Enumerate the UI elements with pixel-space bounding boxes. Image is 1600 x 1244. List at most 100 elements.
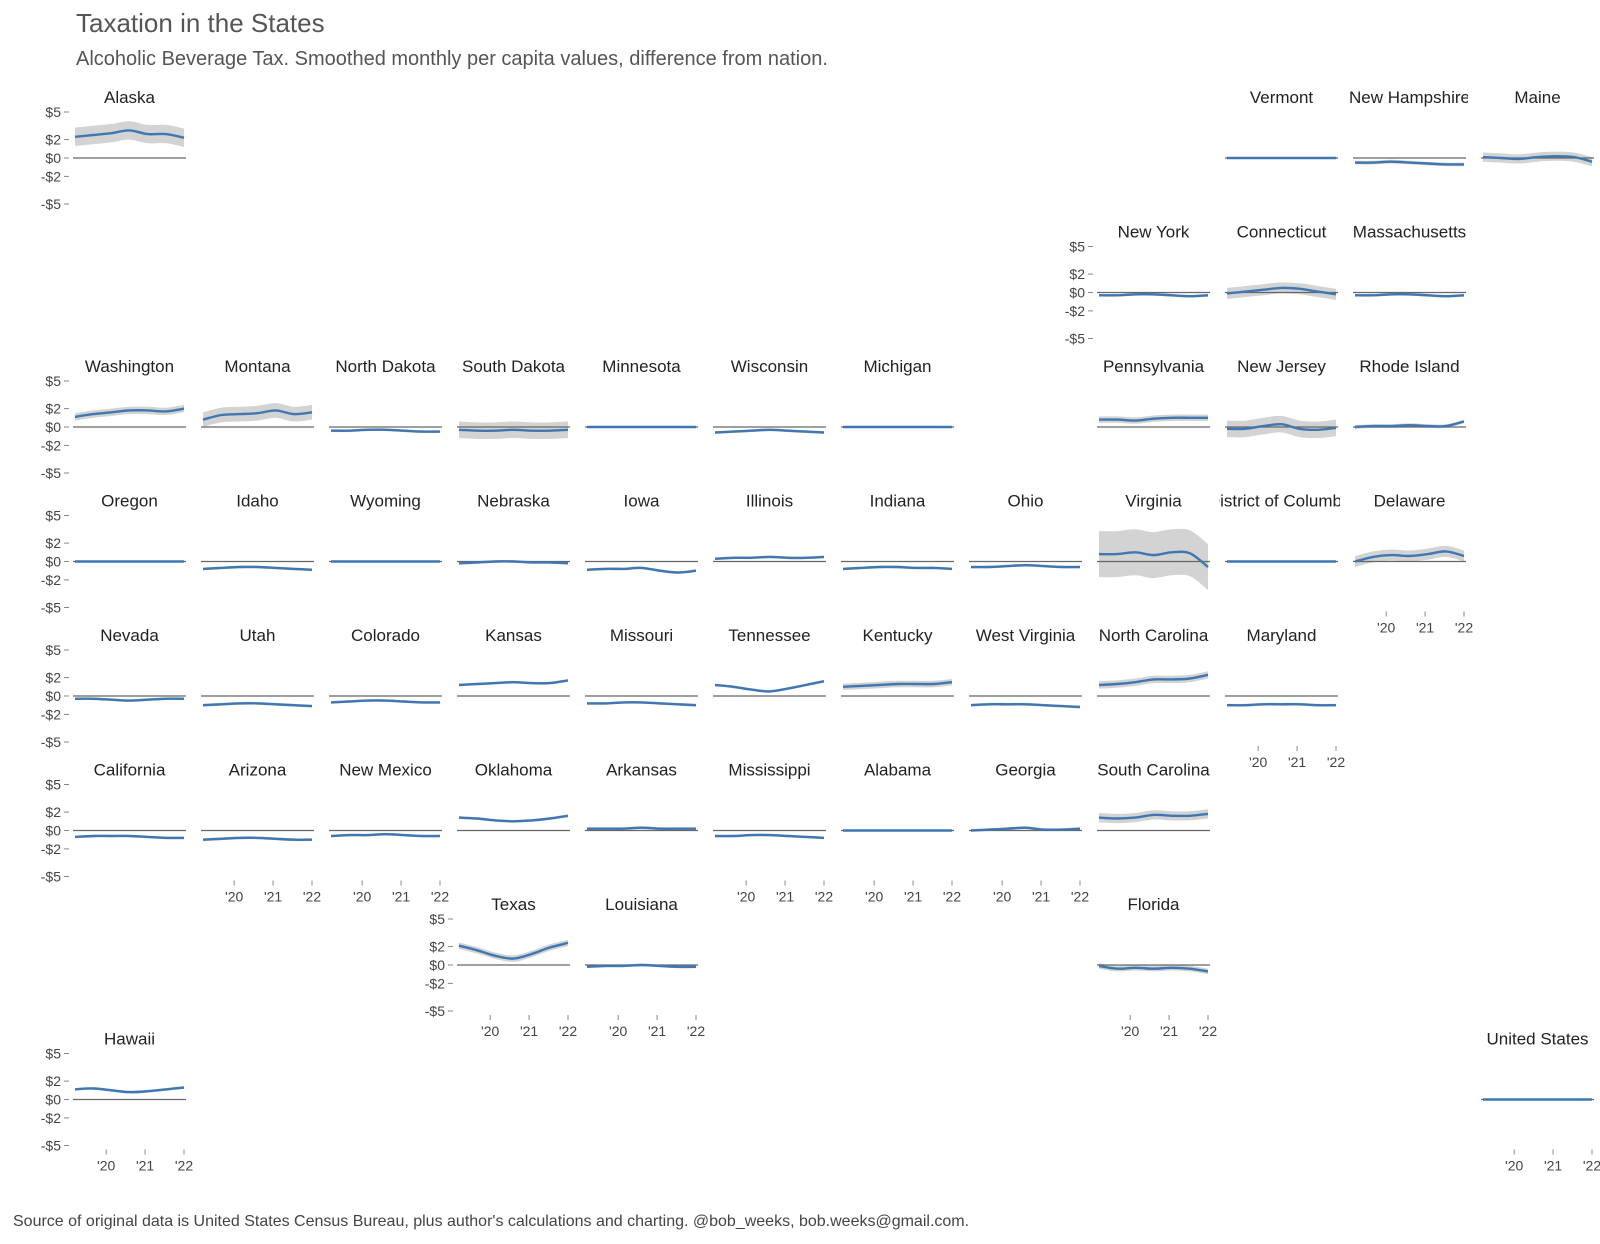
x-tick-label: '21 xyxy=(392,889,410,905)
series-line xyxy=(1226,422,1337,432)
panel-title: New Hampshire xyxy=(1349,88,1470,107)
confidence-band xyxy=(715,428,824,434)
y-tick-label: -$2 xyxy=(41,437,61,453)
y-tick-label: $0 xyxy=(45,823,61,839)
series-line xyxy=(202,409,313,421)
panel-title: District of Columbia xyxy=(1208,492,1356,511)
panel-title: Alabama xyxy=(864,761,932,780)
panel-title: Pennsylvania xyxy=(1103,357,1205,376)
y-tick-label: $0 xyxy=(45,1092,61,1108)
panel-title: Washington xyxy=(85,357,174,376)
panel-title: Georgia xyxy=(995,761,1056,780)
y-tick-label: $2 xyxy=(45,132,61,148)
x-tick-label: '22 xyxy=(175,1158,193,1174)
x-tick-label: '21 xyxy=(1416,620,1434,636)
panel-title: Alaska xyxy=(104,88,156,107)
x-tick-label: '20 xyxy=(1121,1023,1139,1039)
series-line xyxy=(1098,964,1209,973)
y-tick-label: $2 xyxy=(45,804,61,820)
panel-title: Nebraska xyxy=(477,492,550,511)
y-tick-label: $5 xyxy=(45,104,61,120)
series-line xyxy=(1226,703,1337,707)
panel-wyoming: Wyoming xyxy=(329,492,442,563)
panel-title: New Mexico xyxy=(339,761,432,780)
panel-title: South Dakota xyxy=(462,357,566,376)
panel-delaware: Delaware '20 '21 '22 xyxy=(1353,492,1473,636)
confidence-band xyxy=(1099,809,1208,824)
panel-montana: Montana xyxy=(201,357,314,428)
series-line xyxy=(202,836,313,841)
panel-title: Montana xyxy=(224,357,291,376)
y-tick-label: -$2 xyxy=(425,975,445,991)
panel-title: Florida xyxy=(1128,895,1181,914)
series-line xyxy=(1098,673,1209,687)
panel-title: Illinois xyxy=(746,492,793,511)
panel-south-carolina: South Carolina xyxy=(1097,761,1210,832)
panel-illinois: Illinois xyxy=(713,492,826,563)
series-line xyxy=(1482,154,1593,163)
x-tick-label: '21 xyxy=(1288,754,1306,770)
x-tick-label: '21 xyxy=(520,1023,538,1039)
series-line xyxy=(1226,286,1337,296)
panel-title: Virginia xyxy=(1125,492,1182,511)
y-tick-label: -$5 xyxy=(41,1138,61,1154)
y-tick-label: $2 xyxy=(45,670,61,686)
x-tick-label: '20 xyxy=(609,1023,627,1039)
panel-georgia: Georgia '20 '21 '22 xyxy=(969,761,1089,905)
x-tick-label: '22 xyxy=(303,889,321,905)
series-line xyxy=(74,407,185,419)
panel-louisiana: Louisiana '20 '21 '22 xyxy=(585,895,705,1039)
panel-washington: Washington $5 $2 $0 -$2 -$5 xyxy=(41,357,186,481)
panel-title: Colorado xyxy=(351,626,420,645)
series-line xyxy=(1354,550,1465,563)
panel-title: Tennessee xyxy=(728,626,810,645)
x-tick-label: '22 xyxy=(815,889,833,905)
y-tick-label: $2 xyxy=(45,401,61,417)
panel-alabama: Alabama '20 '21 '22 xyxy=(841,761,961,905)
x-tick-label: '20 xyxy=(97,1158,115,1174)
panel-title: Massachusetts xyxy=(1353,223,1466,242)
y-tick-label: $0 xyxy=(1069,285,1085,301)
x-tick-label: '22 xyxy=(1199,1023,1217,1039)
panel-title: South Carolina xyxy=(1097,761,1210,780)
y-tick-label: -$2 xyxy=(41,1110,61,1126)
chart-subtitle: Alcoholic Beverage Tax. Smoothed monthly… xyxy=(76,48,828,70)
panel-title: Delaware xyxy=(1374,492,1446,511)
y-tick-label: -$5 xyxy=(1065,331,1085,347)
x-tick-label: '21 xyxy=(1032,889,1050,905)
y-tick-label: -$5 xyxy=(41,196,61,212)
panel-oklahoma: Oklahoma xyxy=(457,761,570,832)
panel-new-jersey: New Jersey xyxy=(1225,357,1338,439)
panel-title: New York xyxy=(1118,223,1190,242)
panel-oregon: Oregon $5 $2 $0 -$2 -$5 xyxy=(41,492,186,616)
series-line xyxy=(970,703,1081,709)
panel-new-hampshire: New Hampshire xyxy=(1349,88,1470,167)
y-tick-label: $5 xyxy=(45,642,61,658)
y-tick-label: $0 xyxy=(45,419,61,435)
panel-title: United States xyxy=(1486,1030,1588,1049)
series-line xyxy=(587,826,696,830)
panel-wisconsin: Wisconsin xyxy=(713,357,826,434)
panel-colorado: Colorado xyxy=(329,626,442,704)
y-tick-label: $0 xyxy=(45,688,61,704)
chart-title: Taxation in the States xyxy=(76,8,325,38)
series-line xyxy=(74,697,185,702)
panel-title: Kentucky xyxy=(863,626,933,645)
panel-rhode-island: Rhode Island xyxy=(1353,357,1466,429)
series-line xyxy=(458,814,569,823)
y-tick-label: $5 xyxy=(45,373,61,389)
series-line xyxy=(1098,550,1209,568)
panel-vermont: Vermont xyxy=(1225,88,1338,160)
panel-title: Oregon xyxy=(101,492,158,511)
x-tick-label: '20 xyxy=(1249,754,1267,770)
y-tick-label: $0 xyxy=(429,957,445,973)
series-line xyxy=(74,129,185,139)
panel-title: Nevada xyxy=(100,626,159,645)
panel-title: Indiana xyxy=(870,492,926,511)
series-line xyxy=(458,428,569,432)
panel-new-york: New York $5 $2 $0 -$2 -$5 xyxy=(1065,223,1210,347)
series-line xyxy=(1354,293,1465,298)
x-tick-label: '22 xyxy=(943,889,961,905)
y-tick-label: -$5 xyxy=(425,1003,445,1019)
panel-title: Utah xyxy=(240,626,276,645)
